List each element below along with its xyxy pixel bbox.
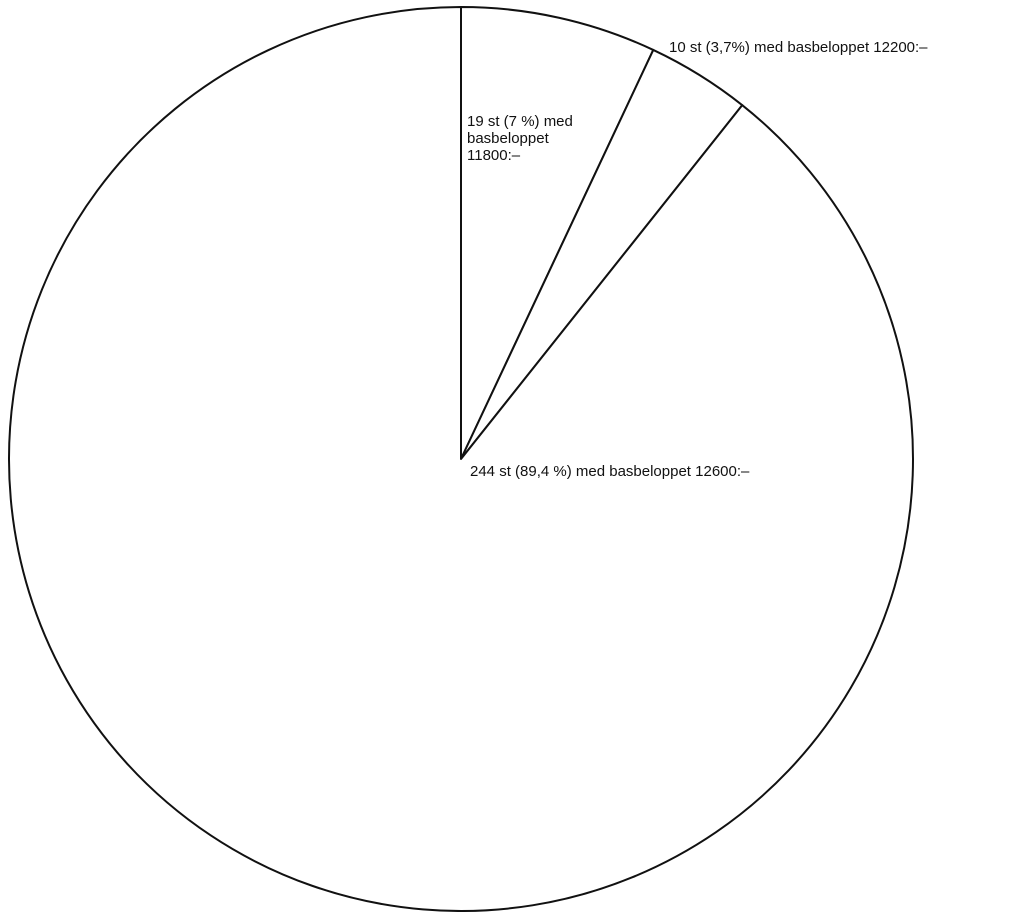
slice-label-12200: 10 st (3,7%) med basbeloppet 12200:–: [669, 39, 928, 56]
slice-label-line: 10 st (3,7%) med basbeloppet 12200:–: [669, 39, 928, 56]
slice-label-11800: 19 st (7 %) med basbeloppet 11800:–: [467, 113, 573, 164]
labels-layer: 244 st (89,4 %) med basbeloppet 12600:– 1…: [467, 39, 928, 480]
pie-slice-12600: [8, 6, 914, 912]
slice-label-12600: 244 st (89,4 %) med basbeloppet 12600:–: [470, 463, 750, 480]
slices-layer: [8, 6, 914, 912]
pie-slice-11800: [460, 6, 655, 460]
slice-label-line: 244 st (89,4 %) med basbeloppet 12600:–: [470, 463, 750, 480]
slice-label-line: 11800:–: [467, 147, 521, 164]
slice-label-line: basbeloppet: [467, 130, 550, 147]
slice-label-line: 19 st (7 %) med: [467, 113, 573, 130]
